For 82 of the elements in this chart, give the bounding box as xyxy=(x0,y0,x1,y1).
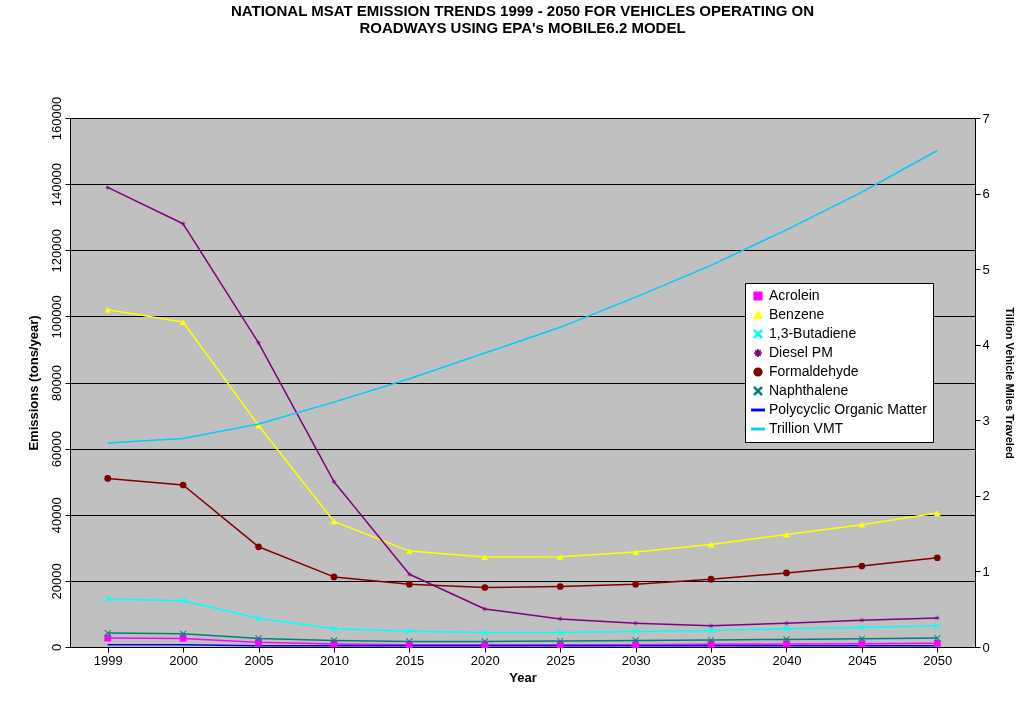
point xyxy=(179,630,187,638)
point xyxy=(104,475,112,482)
point xyxy=(933,510,941,516)
legend-label: Naphthalene xyxy=(769,382,849,398)
y2-tick-label: 0 xyxy=(982,639,990,655)
point xyxy=(481,629,489,636)
x-tick-label: 2010 xyxy=(320,652,349,668)
point xyxy=(933,634,941,642)
y2-tick-label: 3 xyxy=(982,412,990,428)
point xyxy=(179,597,187,605)
x-tick-label: 2020 xyxy=(470,652,500,668)
x-tick-label: 2040 xyxy=(772,652,802,668)
point xyxy=(858,562,866,570)
y-tick-label: 100000 xyxy=(48,295,64,339)
y-tick-label: 140000 xyxy=(48,162,64,207)
point xyxy=(707,575,715,583)
point xyxy=(933,622,941,630)
y2-tick-label: 6 xyxy=(982,186,990,202)
point xyxy=(783,625,790,633)
legend-label: Formaldehyde xyxy=(769,363,859,379)
y2-tick-label: 1 xyxy=(982,563,990,579)
point xyxy=(179,319,187,325)
y-tick-label: 60000 xyxy=(48,431,64,468)
point xyxy=(179,481,187,489)
point xyxy=(707,627,715,634)
point xyxy=(783,569,790,577)
point xyxy=(406,570,413,578)
point xyxy=(556,583,564,590)
x-tick-label: 2050 xyxy=(923,652,953,668)
x-tick-label: 2005 xyxy=(244,652,274,668)
y-tick-label: 80000 xyxy=(48,364,64,402)
x-axis-title: Year xyxy=(509,669,537,685)
point xyxy=(556,553,564,560)
legend-label: Benzene xyxy=(769,306,825,322)
point xyxy=(858,635,866,643)
point xyxy=(104,595,112,603)
y-tick-label: 20000 xyxy=(48,563,64,600)
x-tick-label: 1999 xyxy=(93,652,123,668)
legend-label: Trillion VMT xyxy=(769,420,844,436)
x-tick-label: 2030 xyxy=(621,652,651,668)
point xyxy=(481,554,489,560)
y2-tick-label: 5 xyxy=(982,261,990,277)
point xyxy=(104,306,112,313)
point xyxy=(330,637,338,644)
point xyxy=(481,584,489,591)
y2-tick-label: 4 xyxy=(982,337,990,353)
point xyxy=(933,554,941,562)
chart-title: NATIONAL MSAT EMISSION TRENDS 1999 - 2050 FOR VEHICLES OPERATING ON ROADWAYS USING EPA's MOBILE6.2 MODEL xyxy=(230,2,815,37)
y-axis-title: Emissions (tons/year) xyxy=(25,315,41,451)
x-tick-label: 2015 xyxy=(395,652,425,668)
point xyxy=(406,580,413,588)
y2-tick-label: 7 xyxy=(982,110,990,126)
point xyxy=(858,521,866,528)
point xyxy=(104,629,112,637)
point xyxy=(406,548,413,555)
line-series xyxy=(106,149,939,444)
point xyxy=(406,627,413,635)
point xyxy=(330,518,338,525)
point xyxy=(933,640,941,647)
point xyxy=(104,184,112,191)
point xyxy=(632,580,639,588)
y-tick-label: 160000 xyxy=(48,96,64,141)
legend-label: Diesel PM xyxy=(769,344,833,360)
legend-label: 1,3-Butadiene xyxy=(769,325,857,341)
point xyxy=(481,638,489,645)
point xyxy=(330,573,338,581)
x-tick-label: 2045 xyxy=(847,652,877,668)
y-tick-label: 40000 xyxy=(48,497,64,534)
point xyxy=(556,629,564,636)
y2-axis-title: Tillion Vehicle Miles Traveled xyxy=(1003,307,1016,459)
x-tick-label: 2025 xyxy=(546,652,576,668)
y2-tick-label: 2 xyxy=(982,488,990,504)
point xyxy=(255,639,262,646)
x-tick-label: 2035 xyxy=(697,652,726,668)
y-tick-label: 120000 xyxy=(48,229,64,273)
y-tick-label: 0 xyxy=(48,643,64,652)
point xyxy=(858,624,866,631)
legend-label: Acrolein xyxy=(769,287,820,303)
point xyxy=(632,549,639,556)
point xyxy=(255,543,262,551)
x-tick-label: 2000 xyxy=(169,652,199,668)
legend-label: Polycyclic Organic Matter xyxy=(769,401,928,417)
